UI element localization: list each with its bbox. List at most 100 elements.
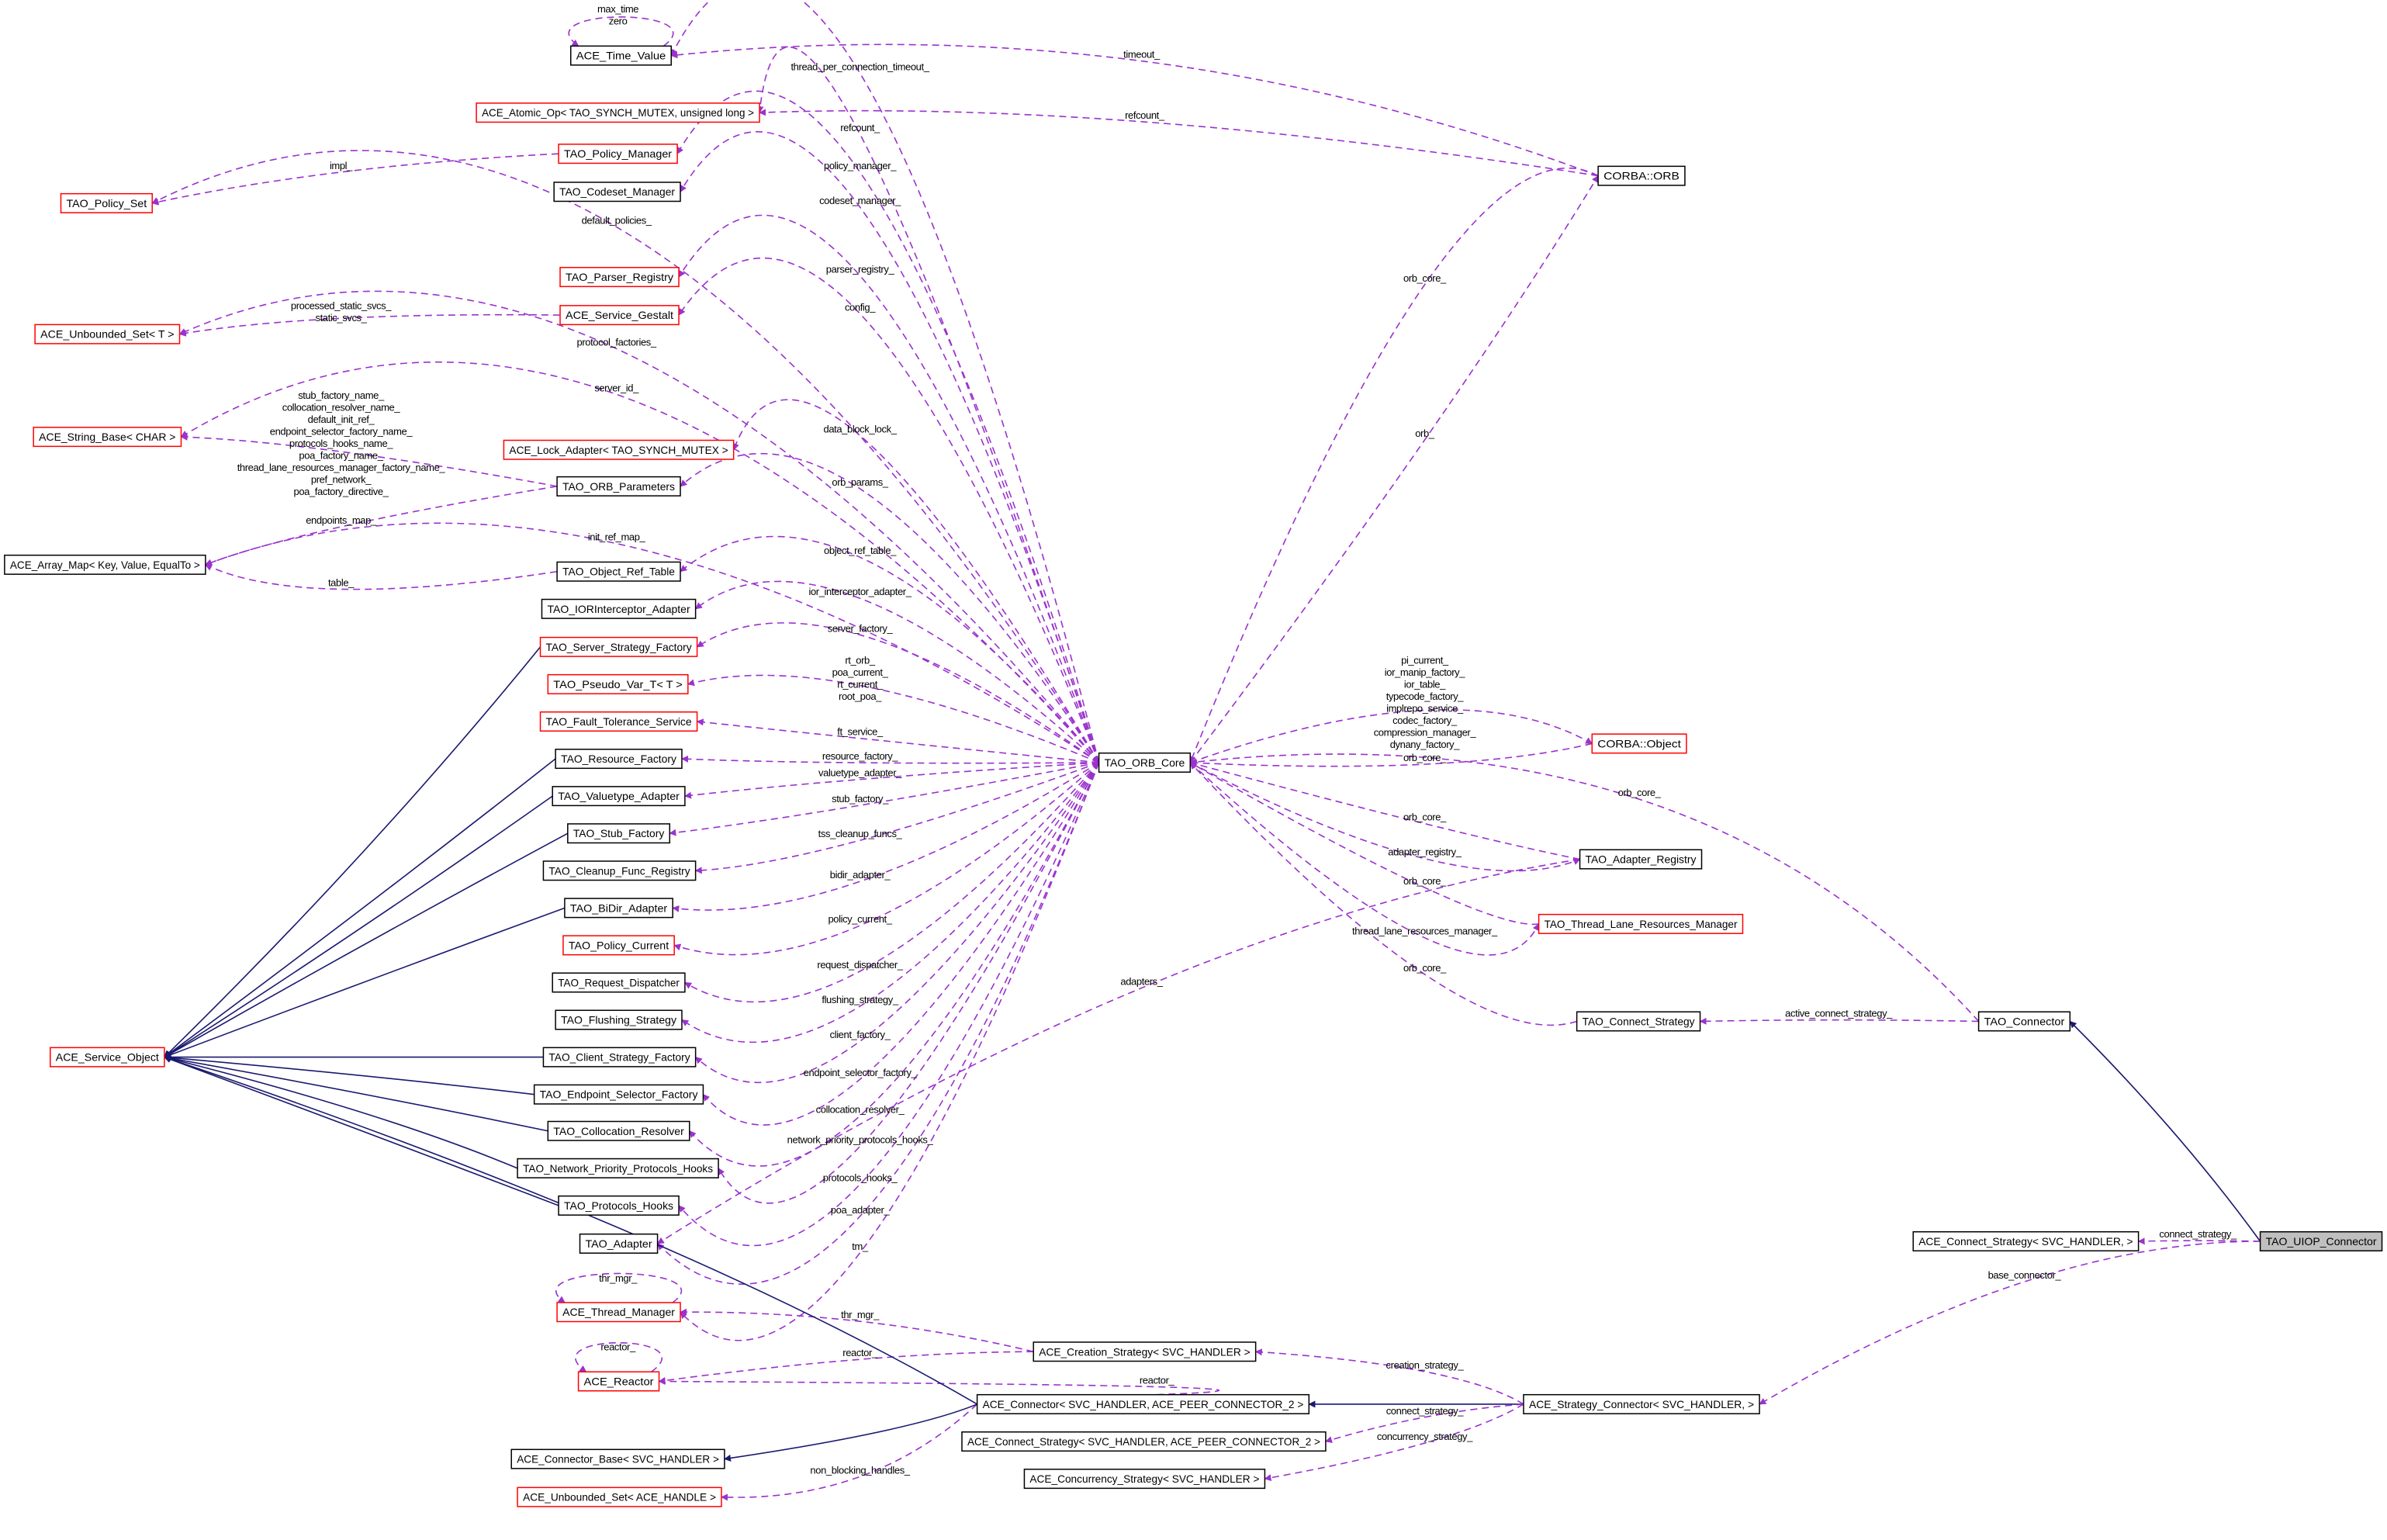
class-node-box [555,749,683,770]
composition-edge-orb_core-to-pseudo_var [687,674,1099,763]
class-node-orb-core[interactable]: TAO_ORB_Core [1098,752,1192,773]
class-node-label: ACE_Thread_Manager [562,1306,675,1318]
class-node-ace-connect-strategy-full[interactable]: ACE_Connect_Strategy< SVC_HANDLER, ACE_P… [961,1431,1327,1452]
class-node-creation-strategy[interactable]: ACE_Creation_Strategy< SVC_HANDLER > [1033,1341,1257,1362]
class-node-unbounded-set-handle[interactable]: ACE_Unbounded_Set< ACE_HANDLE > [517,1486,722,1507]
class-node-client-strategy[interactable]: TAO_Client_Strategy_Factory [542,1047,697,1068]
class-node-collocation-resolver[interactable]: TAO_Collocation_Resolver [547,1120,690,1141]
class-node-network-priority[interactable]: TAO_Network_Priority_Protocols_Hooks [517,1158,719,1178]
class-node-label: TAO_Request_Dispatcher [558,976,680,988]
edge-label: endpoint_selector_factory_ [804,1067,918,1078]
class-node-reactor[interactable]: ACE_Reactor [577,1371,660,1392]
class-node-server-strategy[interactable]: TAO_Server_Strategy_Factory [539,636,698,657]
class-node-ior-interceptor[interactable]: TAO_IORInterceptor_Adapter [541,598,697,619]
inheritance-edge-protocols_hooks-to-service_object [164,1056,559,1206]
class-node-array-map[interactable]: ACE_Array_Map< Key, Value, EqualTo > [4,554,206,575]
class-node-connector-base[interactable]: ACE_Connector_Base< SVC_HANDLER > [510,1448,725,1469]
edge-label: orb_core_ [1403,752,1447,763]
edge-label: adapter_registry_ [1388,846,1462,858]
edge-label: orb_core_ [1403,875,1447,887]
class-node-box [539,636,698,657]
edge-label: adapters_ [1120,975,1163,987]
class-node-tao-connect-strategy[interactable]: TAO_Connect_Strategy [1576,1011,1701,1032]
class-node-label: ACE_Service_Object [56,1051,159,1064]
edge-label: implrepo_service_ [1386,703,1464,715]
class-node-flushing-strategy[interactable]: TAO_Flushing_Strategy [555,1009,683,1030]
class-node-protocols-hooks[interactable]: TAO_Protocols_Hooks [558,1195,680,1216]
class-node-strategy-connector[interactable]: ACE_Strategy_Connector< SVC_HANDLER, > [1523,1393,1760,1414]
class-node-label: TAO_Thread_Lane_Resources_Manager [1545,918,1738,930]
class-node-orb-parameters[interactable]: TAO_ORB_Parameters [556,476,681,497]
class-node-concurrency-strategy[interactable]: ACE_Concurrency_Strategy< SVC_HANDLER > [1023,1469,1266,1490]
class-node-label: TAO_Network_Priority_Protocols_Hooks [523,1162,713,1175]
class-node-request-dispatcher[interactable]: TAO_Request_Dispatcher [552,972,686,993]
edge-label: thr_mgr_ [599,1272,638,1284]
class-node-label: ACE_Unbounded_Set< ACE_HANDLE > [523,1491,716,1504]
class-node-time-value[interactable]: ACE_Time_Value [570,45,672,66]
composition-edge-adapter_registry-to-orb_core [1189,760,1580,860]
class-node-string-base[interactable]: ACE_String_Base< CHAR > [33,427,182,448]
edge-label: impl_ [330,160,353,171]
edges-layer [151,0,2261,1501]
class-node-corba-object[interactable]: CORBA::Object [1591,733,1687,754]
edge-label: ior_manip_factory_ [1385,666,1466,678]
class-node-tao-connector[interactable]: TAO_Connector [1977,1011,2071,1032]
composition-edge-corba_orb-to-time_value [670,43,1599,177]
class-node-resource-factory[interactable]: TAO_Resource_Factory [555,749,683,770]
composition-edge-orb_core-to-bidir_adapter [672,762,1099,912]
composition-edge-orb_core-to-thread_lane [1189,762,1540,956]
edge-label: server_id_ [594,382,639,393]
class-node-label: TAO_Client_Strategy_Factory [548,1051,690,1064]
class-node-label: TAO_Codeset_Manager [559,185,675,198]
edge-label: dynany_factory_ [1390,739,1461,750]
class-node-corba-orb[interactable]: CORBA::ORB [1597,165,1686,186]
class-node-endpoint-selector[interactable]: TAO_Endpoint_Selector_Factory [533,1084,704,1105]
class-node-object-ref-table[interactable]: TAO_Object_Ref_Table [556,561,681,582]
class-node-thread-lane[interactable]: TAO_Thread_Lane_Resources_Manager [1538,913,1744,934]
class-node-fault-tolerance[interactable]: TAO_Fault_Tolerance_Service [539,711,698,732]
composition-edge-orb_core-to-collocation_resolver [689,762,1100,1167]
class-node-box [49,1047,165,1068]
class-node-codeset-manager[interactable]: TAO_Codeset_Manager [553,182,681,202]
composition-edge-orb_core-to-policy_manager [676,90,1100,763]
class-node-valuetype-adapter[interactable]: TAO_Valuetype_Adapter [552,786,686,807]
class-node-uiop-connector[interactable]: TAO_UIOP_Connector [2259,1230,2383,1252]
composition-edge-reactor-to-reactor [575,1341,662,1372]
class-node-bidir-adapter[interactable]: TAO_BiDir_Adapter [564,898,673,919]
edge-label: timeout_ [1123,49,1161,61]
class-node-pseudo-var[interactable]: TAO_Pseudo_Var_T< T > [547,673,689,694]
class-node-service-gestalt[interactable]: ACE_Service_Gestalt [559,305,680,326]
edge-label: connect_strategy_ [1386,1405,1465,1417]
class-node-unbounded-set-t[interactable]: ACE_Unbounded_Set< T > [34,324,181,344]
class-node-label: TAO_Stub_Factory [573,827,664,839]
class-node-box [503,439,735,460]
composition-edge-orb_core-to-orb_parameters [680,452,1100,763]
class-node-label: TAO_BiDir_Adapter [570,902,668,914]
edge-label: active_connect_strategy_ [1785,1008,1893,1019]
class-node-stub-factory[interactable]: TAO_Stub_Factory [567,823,671,844]
edge-label: ior_table_ [1404,679,1446,690]
class-node-box [542,1047,697,1068]
class-node-atomic-op[interactable]: ACE_Atomic_Op< TAO_SYNCH_MUTEX, unsigned… [476,102,760,123]
class-node-policy-manager[interactable]: TAO_Policy_Manager [558,144,678,164]
composition-edge-orb_core-to-corba_orb [1189,175,1599,763]
class-node-thread-manager[interactable]: ACE_Thread_Manager [556,1302,681,1323]
class-node-policy-current[interactable]: TAO_Policy_Current [562,935,675,956]
edge-label: parser_registry_ [826,263,895,275]
inheritance-edge-endpoint_selector-to-service_object [163,1054,534,1095]
class-node-ace-connector[interactable]: ACE_Connector< SVC_HANDLER, ACE_PEER_CON… [976,1393,1310,1414]
class-node-policy-set[interactable]: TAO_Policy_Set [60,192,153,213]
class-node-parser-registry[interactable]: TAO_Parser_Registry [559,267,680,288]
class-node-lock-adapter[interactable]: ACE_Lock_Adapter< TAO_SYNCH_MUTEX > [503,439,735,460]
edge-label: endpoint_selector_factory_name_ [270,426,413,438]
class-node-adapter-registry[interactable]: TAO_Adapter_Registry [1579,849,1703,870]
class-node-box [517,1486,722,1507]
class-node-service-object[interactable]: ACE_Service_Object [49,1047,165,1068]
edge-label: thread_per_connection_timeout_ [790,61,929,72]
composition-edge-object_ref_table-to-array_map [205,564,558,590]
edge-label: concurrency_strategy_ [1377,1431,1473,1442]
class-node-cleanup-registry[interactable]: TAO_Cleanup_Func_Registry [542,860,697,881]
class-node-ace-connect-strategy-short[interactable]: ACE_Connect_Strategy< SVC_HANDLER, > [1912,1230,2140,1252]
composition-edge-orb_core-to-codeset_manager [680,131,1100,763]
class-node-tao-adapter[interactable]: TAO_Adapter [579,1233,659,1254]
